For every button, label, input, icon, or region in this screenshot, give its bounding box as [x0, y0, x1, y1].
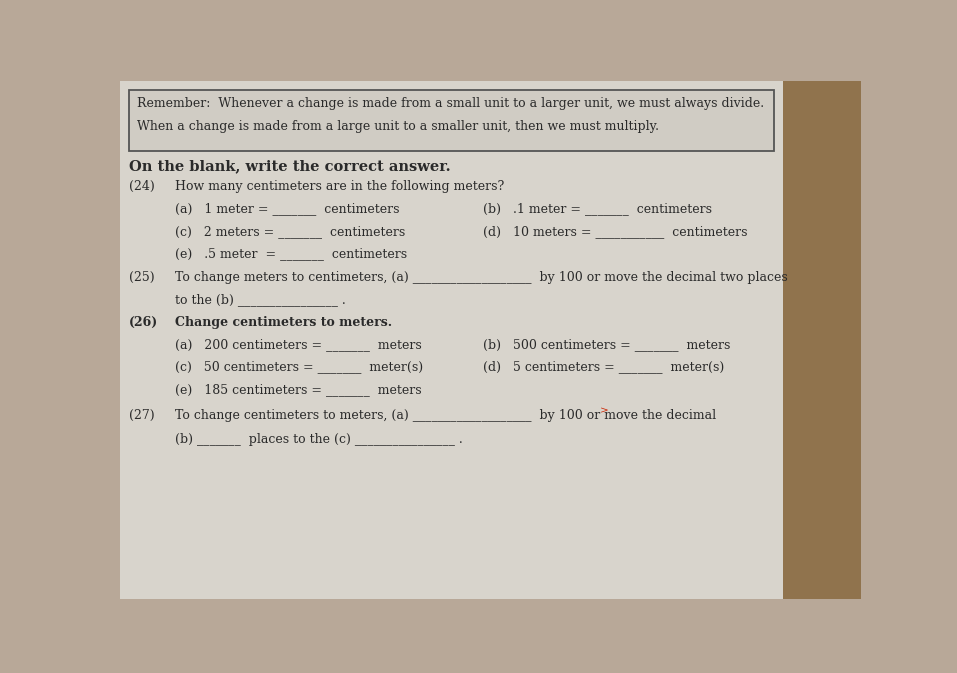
Text: How many centimeters are in the following meters?: How many centimeters are in the followin…: [175, 180, 504, 193]
Text: (b)   .1 meter = _______  centimeters: (b) .1 meter = _______ centimeters: [483, 203, 712, 215]
Text: (e)   185 centimeters = _______  meters: (e) 185 centimeters = _______ meters: [175, 384, 422, 396]
Bar: [784, 81, 861, 599]
Text: Change centimeters to meters.: Change centimeters to meters.: [175, 316, 392, 328]
Text: Remember:  Whenever a change is made from a small unit to a larger unit, we must: Remember: Whenever a change is made from…: [138, 98, 765, 110]
Text: (d)   10 meters = ___________  centimeters: (d) 10 meters = ___________ centimeters: [483, 225, 747, 238]
Text: (b)   500 centimeters = _______  meters: (b) 500 centimeters = _______ meters: [483, 338, 730, 351]
Text: (26): (26): [128, 316, 158, 328]
Text: (e)   .5 meter  = _______  centimeters: (e) .5 meter = _______ centimeters: [175, 247, 408, 260]
Text: to the (b) ________________ .: to the (b) ________________ .: [175, 293, 346, 306]
Text: >: >: [600, 406, 609, 416]
Text: (a)   200 centimeters = _______  meters: (a) 200 centimeters = _______ meters: [175, 338, 422, 351]
Text: (d)   5 centimeters = _______  meter(s): (d) 5 centimeters = _______ meter(s): [483, 361, 724, 374]
Text: (27): (27): [128, 409, 154, 422]
Text: (25): (25): [128, 271, 154, 284]
Text: (c)   2 meters = _______  centimeters: (c) 2 meters = _______ centimeters: [175, 225, 406, 238]
Bar: [120, 81, 784, 599]
Text: To change meters to centimeters, (a) ___________________  by 100 or move the dec: To change meters to centimeters, (a) ___…: [175, 271, 788, 284]
Text: To change centimeters to meters, (a) ___________________  by 100 or move the dec: To change centimeters to meters, (a) ___…: [175, 409, 717, 422]
Text: (c)   50 centimeters = _______  meter(s): (c) 50 centimeters = _______ meter(s): [175, 361, 423, 374]
Text: On the blank, write the correct answer.: On the blank, write the correct answer.: [128, 160, 450, 174]
Text: When a change is made from a large unit to a smaller unit, then we must multiply: When a change is made from a large unit …: [138, 120, 659, 133]
Text: (a)   1 meter = _______  centimeters: (a) 1 meter = _______ centimeters: [175, 203, 400, 215]
Text: (24): (24): [128, 180, 154, 193]
FancyBboxPatch shape: [128, 90, 774, 151]
Text: (b) _______  places to the (c) ________________ .: (b) _______ places to the (c) __________…: [175, 433, 463, 446]
